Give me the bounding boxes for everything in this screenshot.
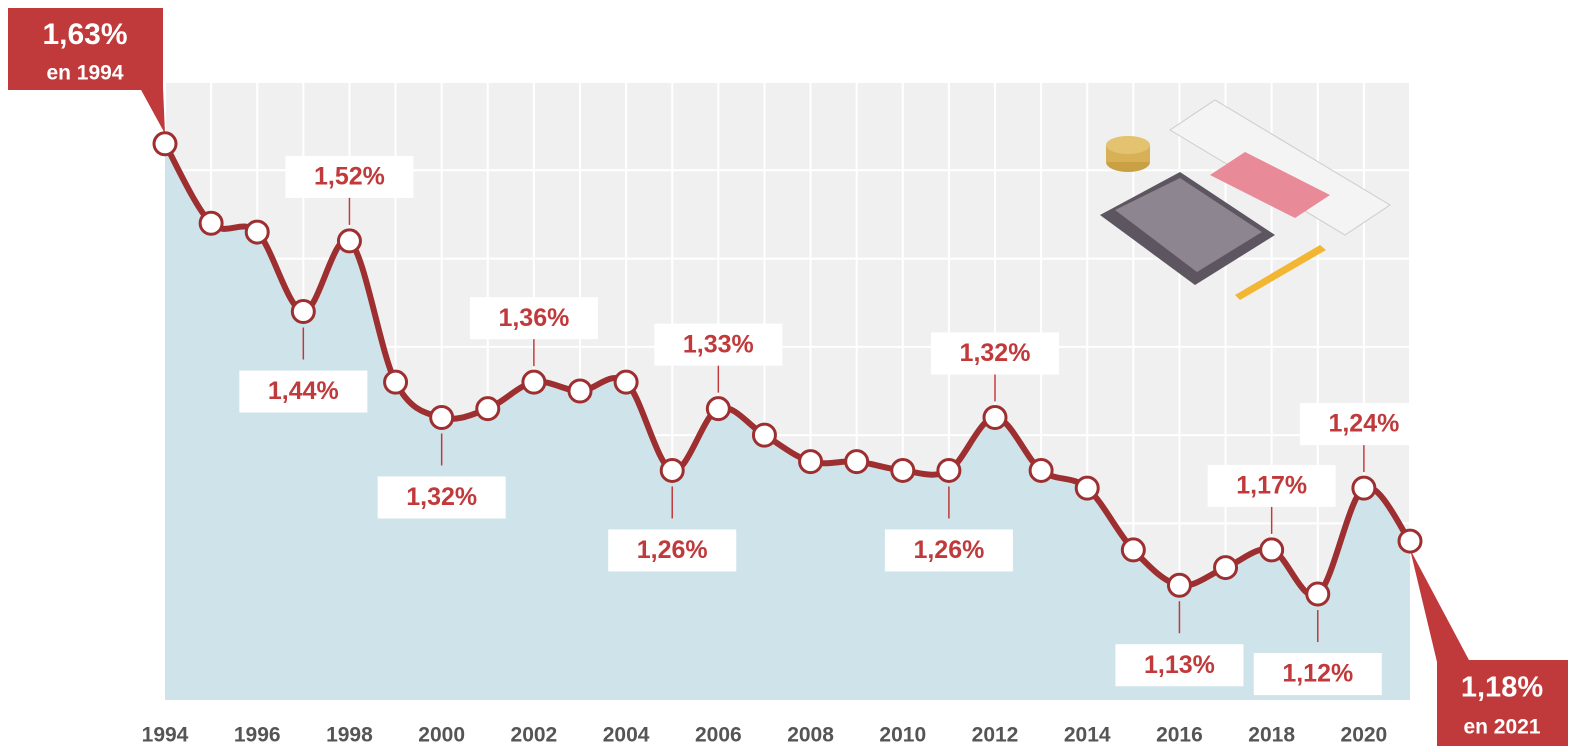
value-label: 1,17% — [1236, 472, 1307, 500]
x-tick-label: 2004 — [603, 724, 650, 747]
point — [753, 424, 775, 446]
callout-pointer — [8, 88, 165, 134]
callout-pointer — [1410, 549, 1470, 662]
value-label: 1,13% — [1144, 651, 1215, 679]
point — [846, 451, 868, 473]
point — [200, 212, 222, 234]
value-label: 1,52% — [314, 163, 385, 191]
point — [984, 406, 1006, 428]
point — [615, 371, 637, 393]
point — [661, 459, 683, 481]
value-label: 1,26% — [913, 536, 984, 564]
point — [938, 459, 960, 481]
point — [154, 133, 176, 155]
point — [1307, 583, 1329, 605]
point — [1168, 574, 1190, 596]
callout-value: 1,63% — [42, 18, 127, 51]
callout-value: 1,18% — [1461, 672, 1543, 704]
value-label: 1,12% — [1282, 660, 1353, 688]
value-label: 1,36% — [498, 304, 569, 332]
point — [523, 371, 545, 393]
point — [800, 451, 822, 473]
point — [569, 380, 591, 402]
x-tick-label: 1996 — [234, 724, 281, 747]
x-tick-label: 2006 — [695, 724, 742, 747]
value-label: 1,33% — [683, 330, 754, 358]
point — [1030, 459, 1052, 481]
point — [707, 398, 729, 420]
x-tick-label: 2016 — [1156, 724, 1203, 747]
x-tick-label: 2012 — [972, 724, 1019, 747]
point — [892, 459, 914, 481]
point — [292, 301, 314, 323]
x-tick-label: 2014 — [1064, 724, 1111, 747]
x-tick-label: 1994 — [142, 724, 189, 747]
point — [1215, 557, 1237, 579]
point — [338, 230, 360, 252]
x-tick-label: 2020 — [1341, 724, 1388, 747]
x-tick-label: 2010 — [879, 724, 926, 747]
x-tick-label: 2000 — [418, 724, 465, 747]
point — [431, 406, 453, 428]
point — [1122, 539, 1144, 561]
x-tick-label: 2018 — [1248, 724, 1295, 747]
value-label: 1,24% — [1328, 410, 1399, 438]
point — [1353, 477, 1375, 499]
callout-year: en 2021 — [1463, 716, 1540, 739]
x-tick-label: 2002 — [511, 724, 558, 747]
point — [246, 221, 268, 243]
point — [1076, 477, 1098, 499]
point — [1261, 539, 1283, 561]
point — [385, 371, 407, 393]
chart: 1,44% 1,52% 1,32% 1,36% 1,26% 1,33% 1,26% 1,32%… — [0, 0, 1579, 752]
value-label: 1,26% — [637, 536, 708, 564]
point — [1399, 530, 1421, 552]
point — [477, 398, 499, 420]
x-tick-label: 2008 — [787, 724, 834, 747]
value-label: 1,44% — [268, 377, 339, 405]
callout-year: en 1994 — [46, 62, 123, 85]
page: {"chart_data": {"type": "line", "categor… — [0, 0, 1579, 752]
value-label: 1,32% — [406, 483, 477, 511]
x-tick-label: 1998 — [326, 724, 373, 747]
value-label: 1,32% — [960, 339, 1031, 367]
